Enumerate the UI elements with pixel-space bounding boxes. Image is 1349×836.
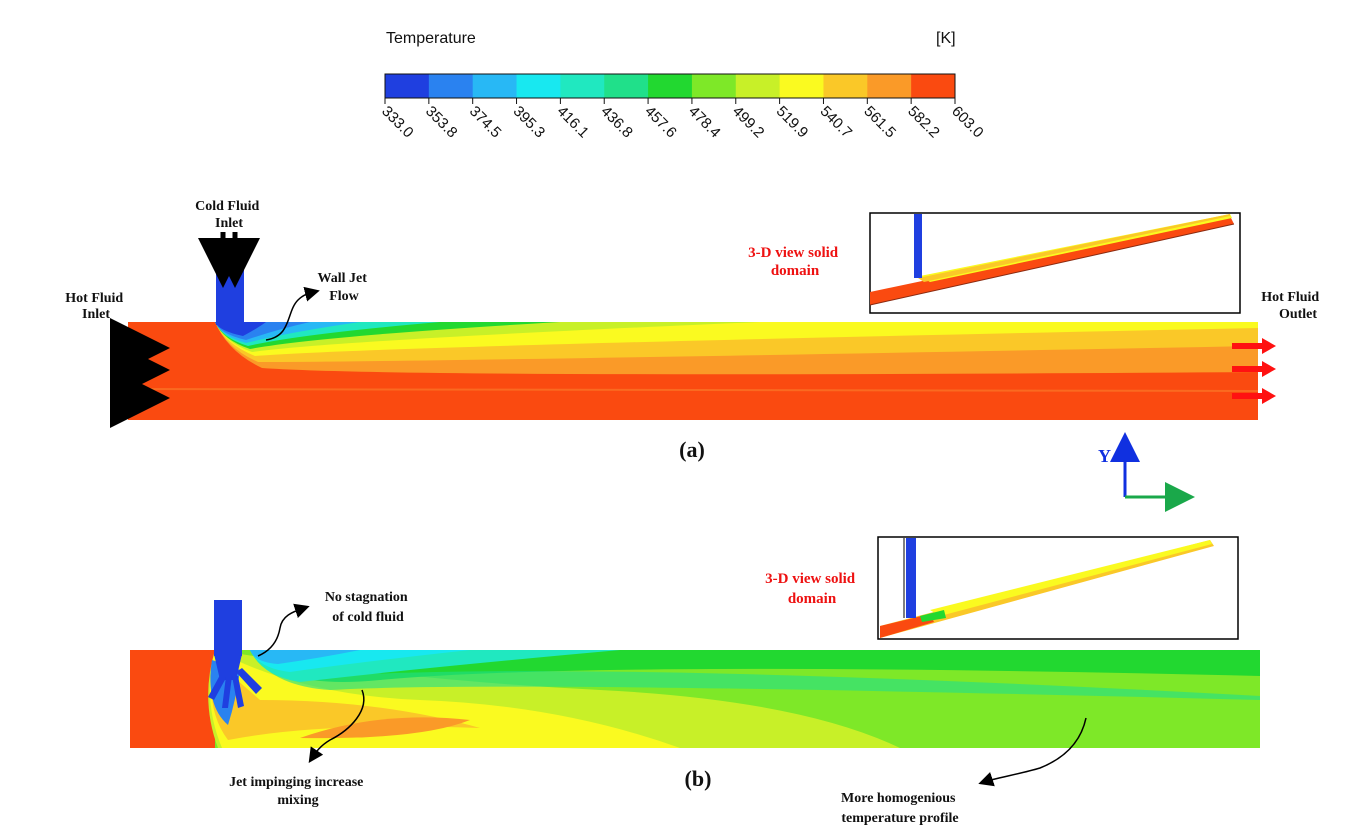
inset-3d-view-b <box>877 536 1239 640</box>
panel-b-label: (b) <box>685 766 712 791</box>
jet-impinging-label: Jet impinging increase mixing <box>229 775 367 808</box>
cold-inlet-arrows <box>198 232 260 288</box>
colorbar-segment <box>428 74 474 98</box>
panel-a-contour <box>128 255 1258 420</box>
legend-tick-label: 540.7 <box>817 103 856 142</box>
cold-inlet-label: Cold Fluid Inlet <box>195 199 263 231</box>
wall-jet-label: Wall Jet Flow <box>318 271 371 304</box>
panel-b-contour <box>130 600 1260 748</box>
hot-inlet-label: Hot Fluid Inlet <box>65 291 126 322</box>
hot-inlet-arrows <box>110 318 170 428</box>
colorbar-segment <box>648 74 693 98</box>
inset-3d-view-a <box>869 212 1241 314</box>
view-3d-label-b: 3-D view solid domain <box>765 571 859 607</box>
legend-tick-label: 374.5 <box>466 103 505 142</box>
legend-tick-label: 561.5 <box>860 103 899 142</box>
view-3d-label-a: 3-D view solid domain <box>748 245 842 279</box>
colorbar-frame <box>384 73 956 99</box>
legend-tick-labels: 333.0 353.8 374.5 395.3 416.1 436.8 457.6 478.4… <box>378 103 987 142</box>
homogenious-pointer <box>978 717 1087 787</box>
legend-tick-label: 395.3 <box>510 103 549 142</box>
legend-tick-label: 519.9 <box>773 103 812 142</box>
legend-tick-label: 353.8 <box>422 103 461 142</box>
legend-tick-label: 603.0 <box>948 103 987 142</box>
legend-tick-label: 436.8 <box>597 103 636 142</box>
colorbar-segment <box>516 74 561 98</box>
no-stagnation-pointer <box>257 603 310 657</box>
legend-tick-label: 416.1 <box>554 103 593 142</box>
legend-tick-label: 457.6 <box>641 103 680 142</box>
legend-tick-label: 582.2 <box>904 103 943 142</box>
hot-outlet-arrows <box>1232 338 1276 404</box>
hot-outlet-label: Hot Fluid Outlet <box>1261 290 1322 322</box>
y-axis-label: Y <box>1098 446 1111 466</box>
colorbar-segment <box>735 74 781 98</box>
legend-unit: [K] <box>936 30 956 47</box>
colorbar-segment <box>911 74 956 98</box>
colorbar-segment <box>867 74 912 98</box>
jet-impinging-pointer <box>308 689 365 763</box>
wall-jet-pointer <box>265 286 320 341</box>
panel-a-label: (a) <box>679 437 705 462</box>
colorbar-segment <box>560 74 605 98</box>
colorbar-segment <box>823 74 868 98</box>
legend-tick-label: 499.2 <box>729 103 768 142</box>
legend-tick-label: 478.4 <box>685 103 724 142</box>
colorbar-segment <box>779 74 824 98</box>
homogenious-label: More homogenious temperature profile <box>841 791 959 826</box>
colorbar-segment <box>691 74 737 98</box>
colorbar-segment <box>472 74 518 98</box>
colorbar-segment <box>604 74 649 98</box>
legend-tick-label: 333.0 <box>378 103 417 142</box>
legend-title: Temperature <box>386 30 476 47</box>
colorbar-segment <box>385 74 430 98</box>
coordinate-axes: Y <box>1098 432 1195 512</box>
legend-colorbar <box>384 73 956 104</box>
no-stagnation-label: No stagnation of cold fluid <box>325 590 411 625</box>
